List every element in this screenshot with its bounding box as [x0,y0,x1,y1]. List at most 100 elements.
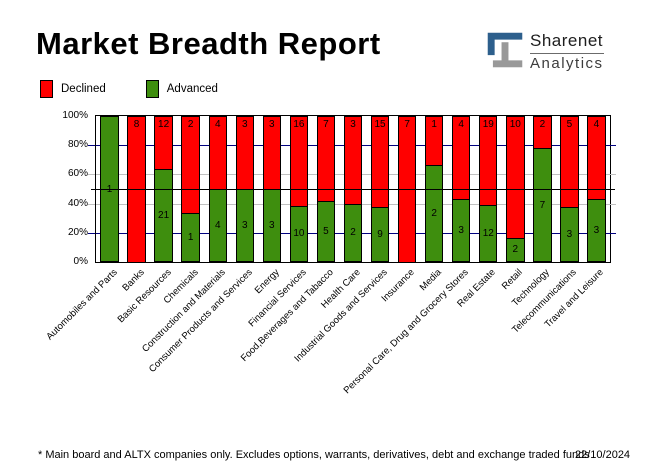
logo-text: Sharenet Analytics [530,31,604,72]
advanced-count-label: 3 [566,229,573,241]
y-tick-mark-left [88,145,95,147]
advanced-count-label: 3 [269,220,275,231]
y-axis-label: 0% [73,256,88,267]
y-axis-label: 100% [62,110,88,121]
bar-segment-advanced [479,205,498,262]
bar-16 [506,116,525,262]
bar-3 [154,116,173,262]
advanced-count-label: 2 [512,244,519,256]
bar-segment-declined [262,116,282,189]
declined-count-label: 7 [323,119,329,130]
legend-item-advanced: Advanced [145,80,218,98]
sharenet-logo: Sharenet Analytics [486,31,604,72]
y-axis-label: 60% [67,168,88,180]
y-tick-mark-left [88,203,95,205]
declined-legend-label: Declined [61,83,106,95]
footnote: * Main board and ALTX companies only. Ex… [38,449,590,461]
logo-division: Analytics [530,55,604,72]
declined-count-label: 4 [458,119,464,130]
declined-count-label: 2 [539,119,546,130]
y-axis-label: 80% [67,139,88,151]
bar-segment-declined [181,116,200,214]
sharenet-logo-icon [487,32,523,68]
y-axis-label: 40% [67,197,88,209]
advanced-count-label: 7 [539,199,546,211]
declined-color-swatch [40,80,53,98]
declined-count-label: 7 [404,119,410,130]
advanced-count-label: 5 [323,226,329,238]
bar-9 [316,116,336,262]
declined-count-label: 8 [133,119,140,130]
report-date: 22/10/2024 [575,449,631,461]
bar-14 [452,116,471,262]
legend-item-declined: Declined [40,80,106,98]
declined-count-label: 1 [431,119,437,130]
bar-segment-declined [235,116,254,189]
advanced-count-label: 3 [458,225,464,237]
bar-segment-declined [506,116,525,238]
advanced-count-label: 12 [482,228,494,240]
advanced-count-label: 4 [214,220,221,231]
advanced-count-label: 3 [593,225,600,237]
bar-segment-advanced [316,201,336,262]
bar-19 [587,116,606,262]
bar-segment-advanced [343,203,363,262]
advanced-count-label: 9 [377,229,383,241]
y-tick-mark-right [609,232,616,234]
bar-8 [289,116,309,262]
declined-count-label: 3 [350,119,356,130]
y-tick-mark-right [609,174,616,176]
declined-count-label: 4 [593,119,600,130]
bar-segment-declined [424,116,444,165]
bar-segment-advanced [181,213,200,262]
y-tick-mark-right [609,145,616,147]
bar-6 [235,116,254,262]
bar-5 [208,116,227,262]
declined-count-label: 19 [482,119,494,130]
y-tick-mark-left [88,174,95,176]
advanced-count-label: 1 [187,232,194,244]
advanced-count-label: 2 [350,227,356,239]
page-title: Market Breadth Report [36,26,381,61]
bar-segment-declined [154,116,173,170]
bar-segment-declined [452,116,471,200]
advanced-color-swatch [145,80,159,98]
advanced-count-label: 10 [293,228,305,240]
declined-count-label: 5 [566,119,573,130]
plot-area: 1 8 12 21 2 1 4 4 3 3 3 3 16 10 7 5 3 2 15 9 7 1 2 4 3 19 12 10 2 2 7 5… [91,115,615,263]
bar-segment-declined [560,116,579,208]
declined-count-label: 16 [293,119,305,130]
declined-count-label: 3 [269,119,275,130]
bar-11 [370,116,390,262]
declined-count-label: 12 [158,119,170,130]
bar-segment-declined [343,116,363,204]
bar-10 [343,116,363,262]
bar-segment-advanced [370,207,390,262]
declined-count-label: 2 [187,119,194,130]
bar-segment-advanced [587,199,606,262]
advanced-count-label: 3 [241,220,248,231]
bar-segment-declined [533,116,552,149]
bar-segment-declined [479,116,498,206]
bar-segment-advanced [533,148,552,262]
y-axis-label: 20% [67,226,88,238]
bar-segment-advanced [289,205,309,262]
bar-segment-advanced [560,207,579,262]
bar-segment-declined [370,116,390,208]
declined-count-label: 15 [374,119,386,130]
chart-legend: Declined Advanced [40,80,258,98]
bar-segment-declined [289,116,309,206]
fifty-percent-line [91,189,615,190]
bar-segment-declined [587,116,606,200]
bar-segment-declined [316,116,336,202]
declined-count-label: 10 [509,119,521,130]
bar-15 [479,116,498,262]
advanced-count-label: 21 [158,210,170,222]
bar-segment-declined [208,116,227,189]
bar-segment-advanced [506,237,525,262]
bar-segment-advanced [154,169,173,262]
y-tick-mark-left [88,232,95,234]
bar-18 [560,116,579,262]
declined-count-label: 4 [214,119,221,130]
advanced-count-label: 2 [431,207,437,219]
